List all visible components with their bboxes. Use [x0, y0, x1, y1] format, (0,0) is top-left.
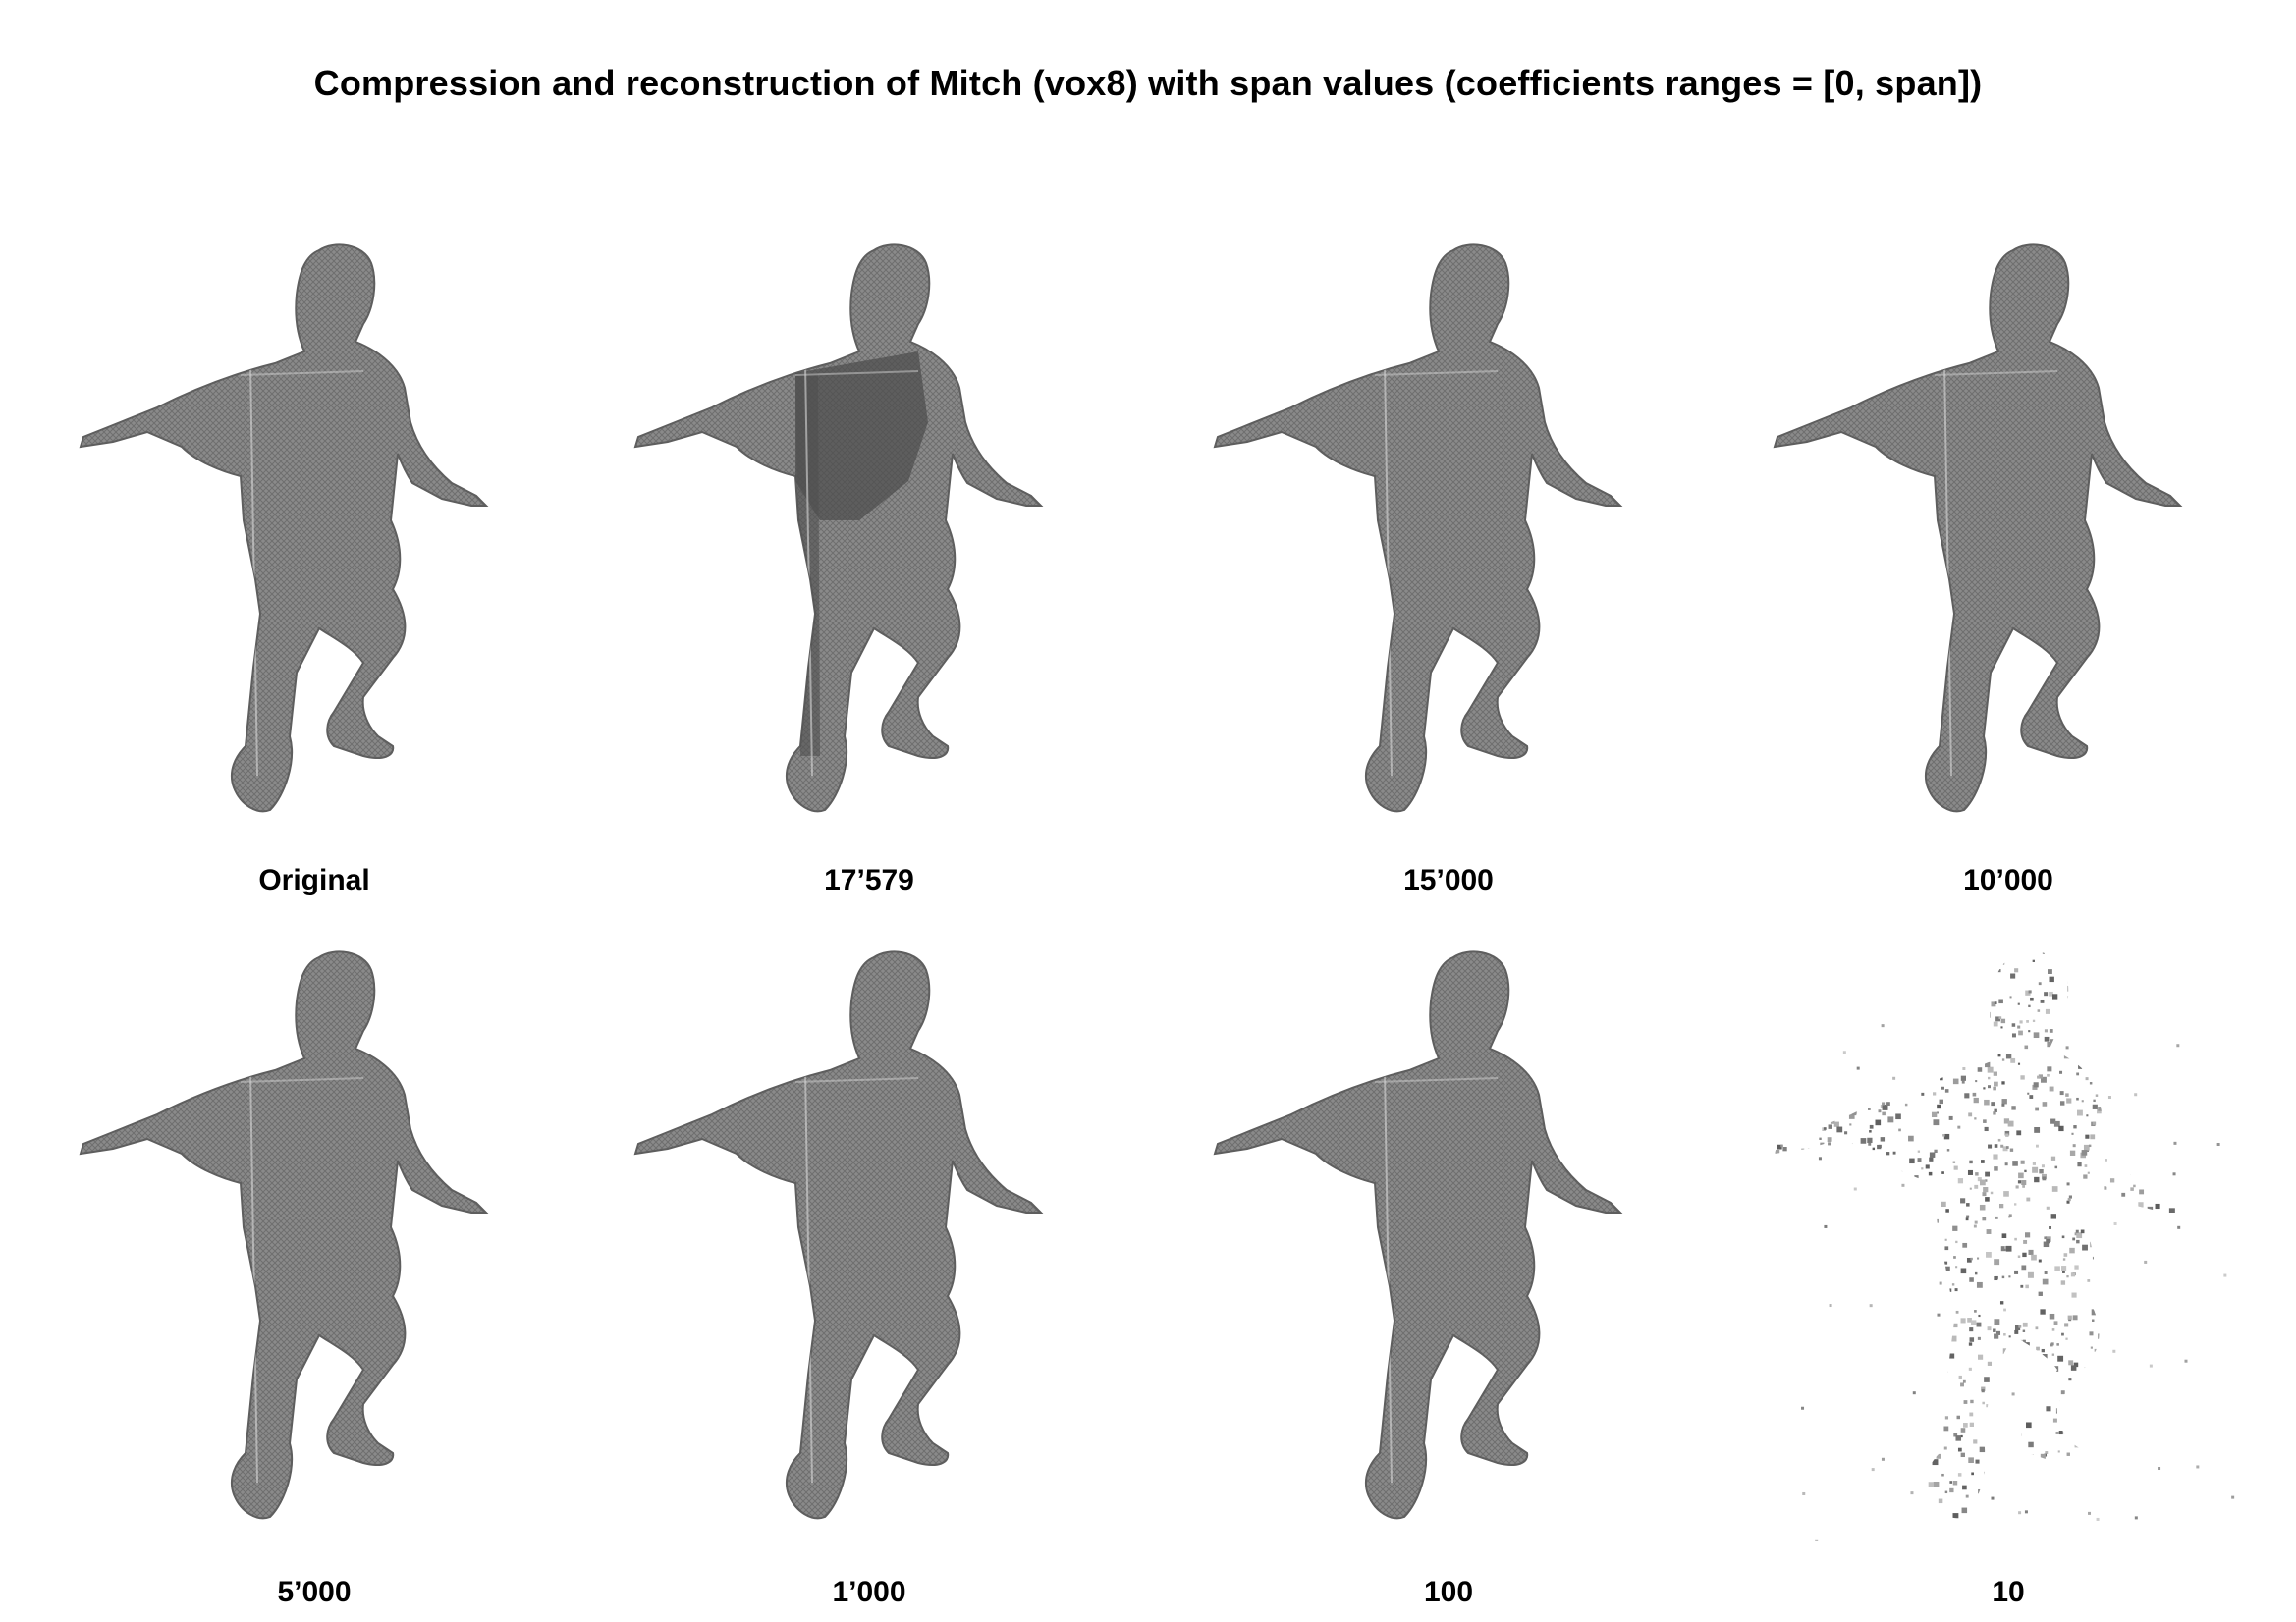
point-cloud-render	[1213, 950, 1623, 1520]
figure-panel: Original	[39, 226, 589, 896]
panel-caption: 17’579	[824, 864, 914, 896]
panel-caption: Original	[258, 864, 370, 896]
point-cloud-render	[633, 243, 1044, 813]
figure-panel: 17’579	[594, 226, 1144, 896]
panel-caption: 100	[1423, 1576, 1474, 1608]
figure-panel: 5’000	[39, 933, 589, 1608]
figure-panel: 10	[1733, 933, 2283, 1608]
point-cloud-render	[1773, 243, 2183, 813]
point-cloud-render	[79, 243, 489, 813]
figure-panel: 1’000	[594, 933, 1144, 1608]
figure-panel: 100	[1174, 933, 1723, 1608]
panel-caption: 10	[1992, 1576, 2025, 1608]
figure-title: Compression and reconstruction of Mitch …	[313, 63, 1983, 103]
panel-caption: 10’000	[1963, 864, 2053, 896]
figure-panel: 10’000	[1733, 226, 2283, 896]
panel-caption: 1’000	[832, 1576, 906, 1608]
figure-panel: 15’000	[1174, 226, 1723, 896]
point-cloud-render	[1213, 243, 1623, 813]
panel-caption: 15’000	[1403, 864, 1494, 896]
point-cloud-render	[1775, 951, 2235, 1541]
panel-caption: 5’000	[277, 1576, 352, 1608]
point-cloud-render	[79, 950, 489, 1520]
point-cloud-render	[633, 950, 1044, 1520]
